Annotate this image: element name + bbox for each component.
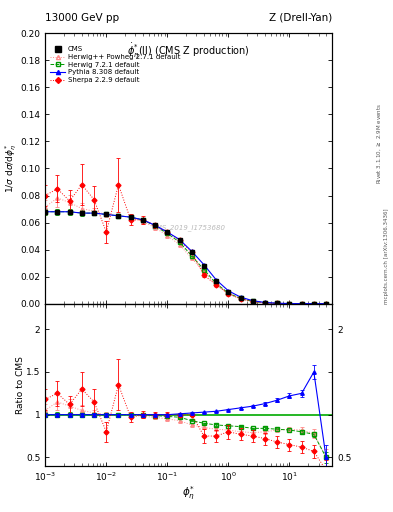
- Text: 13000 GeV pp: 13000 GeV pp: [45, 12, 119, 23]
- Text: Z (Drell-Yan): Z (Drell-Yan): [269, 12, 332, 23]
- Text: CMS_2019_I1753680: CMS_2019_I1753680: [152, 225, 226, 231]
- Y-axis label: 1/$\sigma$ d$\sigma$/d$\phi^{*}_{\eta}$: 1/$\sigma$ d$\sigma$/d$\phi^{*}_{\eta}$: [3, 144, 19, 193]
- X-axis label: $\phi^{*}_{\eta}$: $\phi^{*}_{\eta}$: [182, 484, 195, 502]
- Text: Rivet 3.1.10, $\geq$ 2.9M events: Rivet 3.1.10, $\geq$ 2.9M events: [375, 103, 383, 184]
- Legend: CMS, Herwig++ Powheg 2.7.1 default, Herwig 7.2.1 default, Pythia 8.308 default, : CMS, Herwig++ Powheg 2.7.1 default, Herw…: [49, 45, 182, 84]
- Text: $\dot{\phi}^{*}_{\eta}$(ll) (CMS Z production): $\dot{\phi}^{*}_{\eta}$(ll) (CMS Z produ…: [127, 41, 250, 60]
- Y-axis label: Ratio to CMS: Ratio to CMS: [16, 356, 25, 414]
- Text: mcplots.cern.ch [arXiv:1306.3436]: mcplots.cern.ch [arXiv:1306.3436]: [384, 208, 389, 304]
